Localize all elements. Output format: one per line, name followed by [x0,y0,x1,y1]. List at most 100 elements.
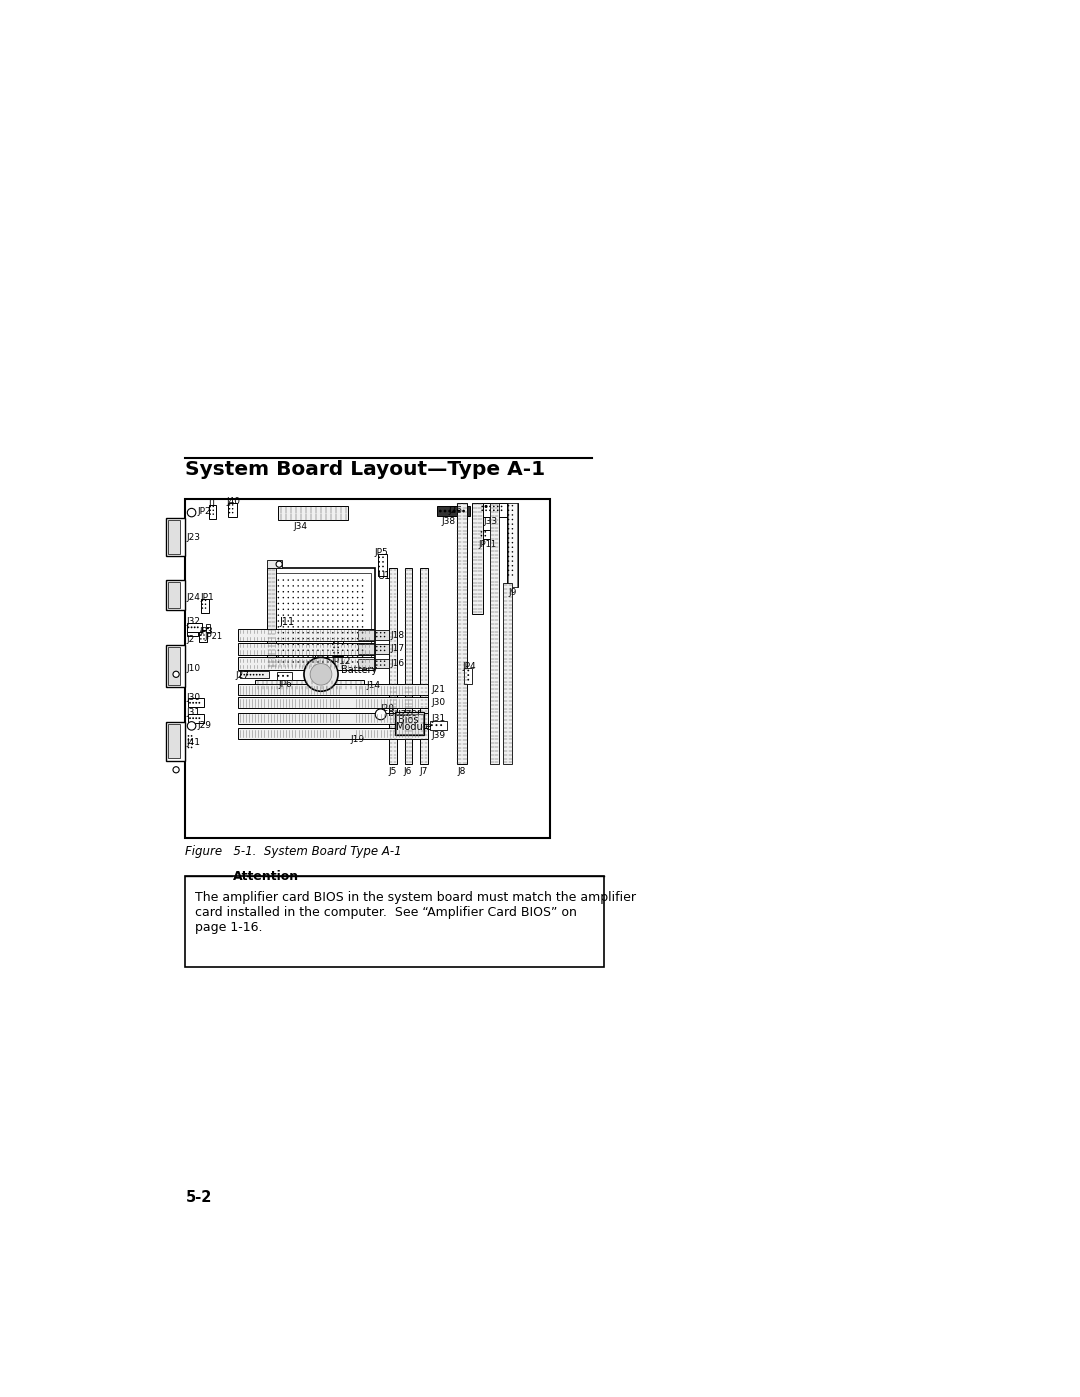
Circle shape [302,626,303,627]
Text: J31: J31 [432,714,446,722]
Circle shape [347,580,349,581]
Bar [189,714,204,722]
Circle shape [342,631,343,633]
Text: J30: J30 [432,698,446,707]
Text: The amplifier card BIOS in the system board must match the amplifier
card instal: The amplifier card BIOS in the system bo… [194,891,636,935]
Text: Buzzer: Buzzer [389,708,421,718]
Circle shape [312,650,314,651]
Circle shape [287,650,289,651]
Circle shape [481,535,483,536]
Circle shape [232,511,233,513]
Circle shape [485,506,487,507]
Circle shape [362,626,363,627]
Circle shape [347,631,349,633]
Bar [279,507,348,520]
Circle shape [356,602,359,605]
Circle shape [332,644,334,645]
Circle shape [312,585,314,587]
Text: J39: J39 [431,731,445,739]
Circle shape [312,631,314,633]
Circle shape [356,620,359,622]
Circle shape [352,620,353,622]
Circle shape [283,602,284,605]
Circle shape [352,661,353,662]
Bar [457,503,468,764]
Circle shape [376,661,378,662]
Circle shape [283,609,284,610]
Circle shape [253,673,255,676]
Circle shape [356,644,359,645]
Circle shape [352,580,353,581]
Circle shape [283,585,284,587]
Circle shape [312,626,314,627]
Circle shape [382,566,383,567]
Text: J40: J40 [227,497,241,506]
Bar [186,876,604,967]
Circle shape [347,585,349,587]
Circle shape [342,620,343,622]
Bar [437,507,470,515]
Circle shape [508,560,510,562]
Circle shape [508,574,510,576]
Circle shape [283,615,284,616]
Circle shape [322,644,324,645]
Circle shape [380,665,381,666]
Circle shape [293,644,294,645]
Text: Module: Module [396,722,432,732]
Circle shape [382,562,383,563]
Circle shape [347,602,349,605]
Circle shape [327,638,328,640]
Circle shape [308,626,309,627]
Circle shape [376,650,378,651]
Bar [255,680,364,690]
Circle shape [512,564,513,567]
Circle shape [332,650,334,651]
Circle shape [512,570,513,571]
Circle shape [256,673,257,676]
Circle shape [492,510,495,511]
Circle shape [308,638,309,640]
Circle shape [347,609,349,610]
Circle shape [312,602,314,605]
Circle shape [287,626,289,627]
Text: 5-2: 5-2 [186,1190,212,1204]
Circle shape [468,675,469,676]
Circle shape [293,661,294,662]
Circle shape [278,615,279,616]
Circle shape [508,524,510,525]
Circle shape [352,638,353,640]
Text: J1: J1 [208,499,217,509]
Circle shape [312,655,314,657]
Circle shape [508,510,510,511]
Circle shape [191,746,192,749]
Circle shape [287,631,289,633]
Text: J18: J18 [391,630,405,640]
Circle shape [327,591,328,592]
Circle shape [327,631,328,633]
Circle shape [337,602,338,605]
Circle shape [362,585,363,587]
Bar [238,697,428,708]
Circle shape [318,631,319,633]
Circle shape [508,532,510,534]
Circle shape [302,585,303,587]
Circle shape [278,675,280,676]
Bar [168,520,180,555]
Circle shape [332,655,334,657]
Circle shape [318,585,319,587]
Circle shape [508,542,510,543]
Bar [168,583,180,608]
Circle shape [287,585,289,587]
Circle shape [356,655,359,657]
Circle shape [512,556,513,557]
Bar [508,503,517,587]
Circle shape [322,615,324,616]
Text: J20: J20 [380,704,394,712]
Circle shape [485,504,488,509]
Circle shape [278,638,279,640]
Circle shape [322,591,324,592]
Circle shape [512,574,513,576]
Circle shape [482,510,483,511]
Circle shape [293,585,294,587]
Text: J19: J19 [350,735,365,745]
